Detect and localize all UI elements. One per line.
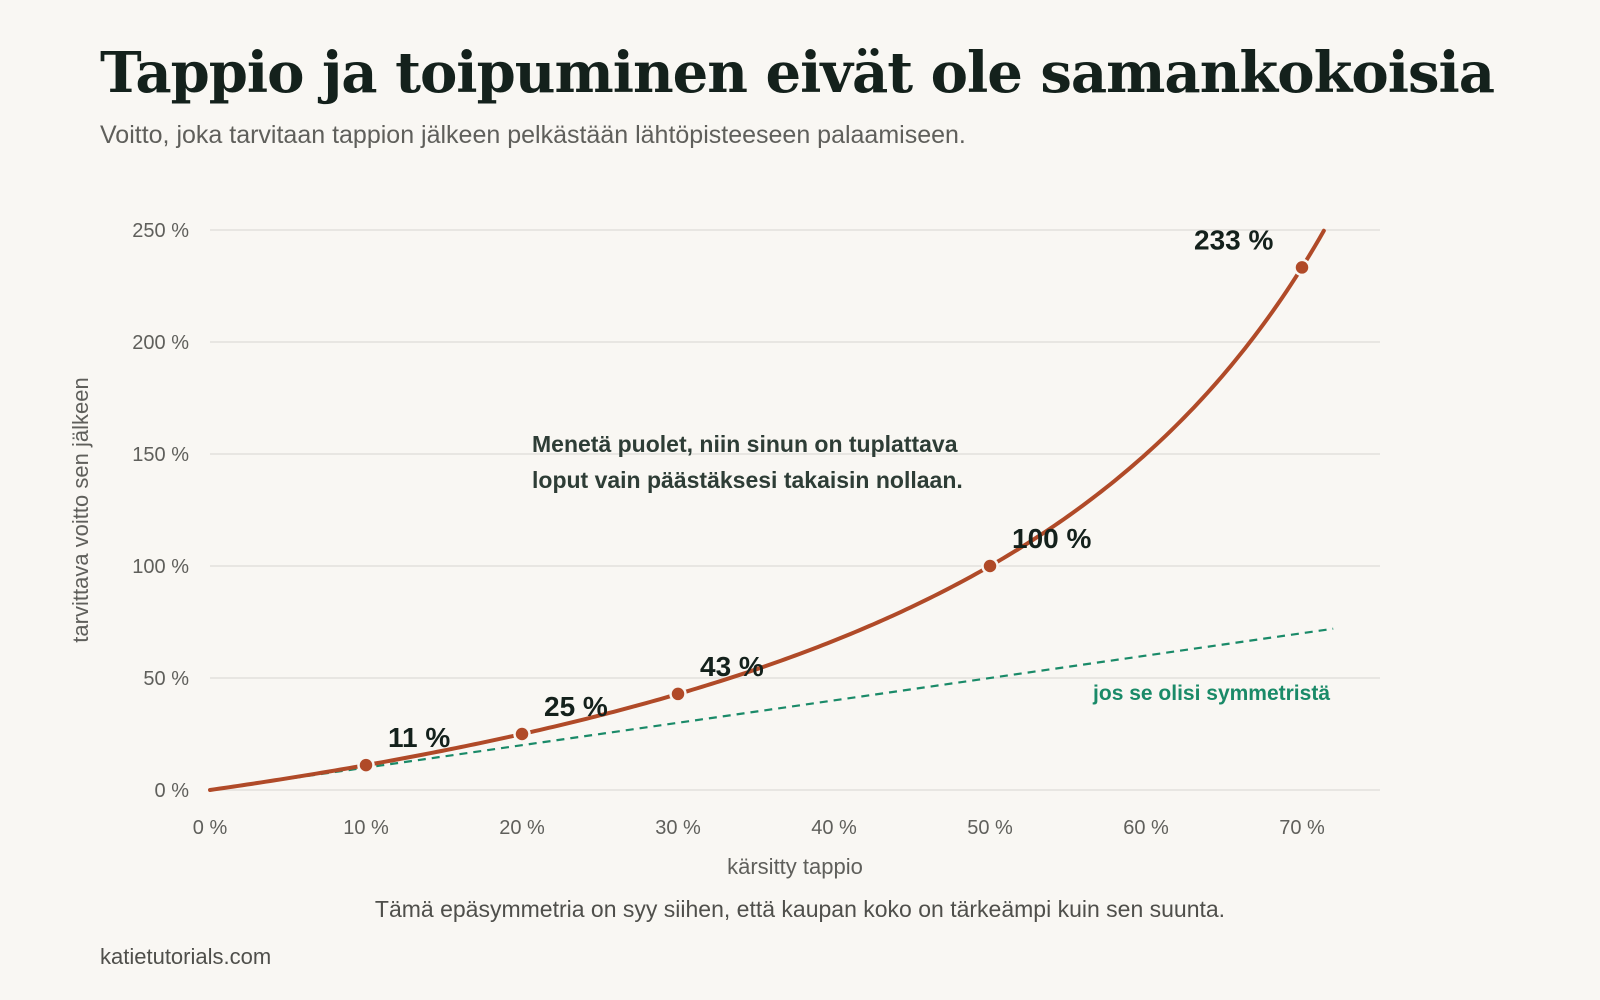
chart-subtitle: Voitto, joka tarvitaan tappion jälkeen p… bbox=[100, 121, 966, 149]
source-credit: katietutorials.com bbox=[100, 944, 272, 969]
data-point-label: 43 % bbox=[700, 651, 764, 682]
data-point-label: 25 % bbox=[544, 691, 608, 722]
y-tick-label: 50 % bbox=[143, 668, 189, 690]
x-axis-title: kärsitty tappio bbox=[727, 854, 863, 879]
data-point-label: 100 % bbox=[1012, 523, 1091, 554]
annotation-text: Menetä puolet, niin sinun on tuplattava … bbox=[532, 431, 964, 493]
y-tick-label: 250 % bbox=[132, 220, 189, 242]
reference-line-label: jos se olisi symmetristä bbox=[1092, 682, 1330, 705]
x-tick-label: 10 % bbox=[343, 817, 389, 839]
x-tick-label: 50 % bbox=[967, 817, 1013, 839]
grid-lines bbox=[210, 229, 1380, 791]
data-point bbox=[669, 685, 687, 703]
data-point-label: 233 % bbox=[1194, 224, 1273, 255]
y-tick-label: 150 % bbox=[132, 444, 189, 466]
symmetric-reference-line bbox=[209, 627, 1334, 792]
footnote: Tämä epäsymmetria on syy siihen, että ka… bbox=[374, 896, 1226, 922]
annotation-line-1: Menetä puolet, niin sinun on tuplattava bbox=[532, 431, 958, 457]
chart-title: Tappio ja toipuminen eivät ole samankoko… bbox=[100, 40, 1495, 106]
x-tick-label: 70 % bbox=[1279, 817, 1325, 839]
series-layer bbox=[208, 228, 1334, 792]
x-tick-label: 0 % bbox=[193, 817, 228, 839]
x-tick-label: 60 % bbox=[1123, 817, 1169, 839]
data-point bbox=[981, 557, 999, 575]
annotation-line-2: loput vain päästäksesi takaisin nollaan. bbox=[532, 467, 963, 493]
x-axis-ticks: 0 % 10 % 20 % 30 % 40 % 50 % 60 % 70 % bbox=[193, 817, 1325, 839]
data-point bbox=[1293, 258, 1311, 277]
y-axis-title: tarvittava voitto sen jälkeen bbox=[68, 377, 93, 642]
x-tick-label: 20 % bbox=[499, 817, 545, 839]
data-point-label: 11 % bbox=[388, 722, 450, 753]
y-tick-label: 0 % bbox=[155, 780, 190, 802]
y-tick-label: 200 % bbox=[132, 332, 189, 354]
y-tick-label: 100 % bbox=[132, 556, 189, 578]
x-tick-label: 30 % bbox=[655, 817, 701, 839]
x-tick-label: 40 % bbox=[811, 817, 857, 839]
y-axis-ticks: 0 % 50 % 100 % 150 % 200 % 250 % bbox=[132, 220, 189, 802]
recovery-curve bbox=[208, 228, 1326, 792]
data-point bbox=[513, 725, 531, 743]
data-point bbox=[357, 756, 375, 774]
data-labels: 11 % 25 % 43 % 100 % 233 % bbox=[388, 224, 1273, 753]
